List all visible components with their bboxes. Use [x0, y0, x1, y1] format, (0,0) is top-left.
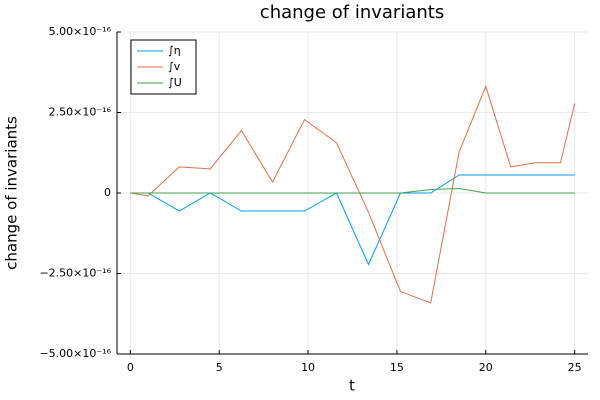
x-tick-label: 20	[479, 361, 493, 374]
x-tick-label: 5	[216, 361, 223, 374]
y-tick-label: −2.50×10⁻¹⁶	[39, 267, 111, 280]
legend-label: ∫η	[168, 44, 181, 57]
y-tick-label: 5.00×10⁻¹⁶	[49, 25, 112, 38]
x-tick-label: 25	[568, 361, 582, 374]
chart-title: change of invariants	[260, 2, 444, 23]
x-tick-label: 15	[390, 361, 404, 374]
y-tick-label: 2.50×10⁻¹⁶	[49, 106, 112, 119]
x-axis-label: t	[349, 377, 355, 395]
line-series	[130, 84, 576, 304]
y-axis-label: change of invariants	[3, 116, 21, 270]
y-tick-label: −5.00×10⁻¹⁶	[39, 347, 111, 360]
y-tick-label: 0	[104, 186, 111, 199]
line-series	[130, 187, 575, 194]
x-tick-label: 0	[127, 361, 134, 374]
line-series	[130, 174, 575, 266]
x-tick-label: 10	[301, 361, 315, 374]
legend-label: ∫U	[168, 76, 182, 89]
legend-label: ∫v	[168, 60, 181, 73]
